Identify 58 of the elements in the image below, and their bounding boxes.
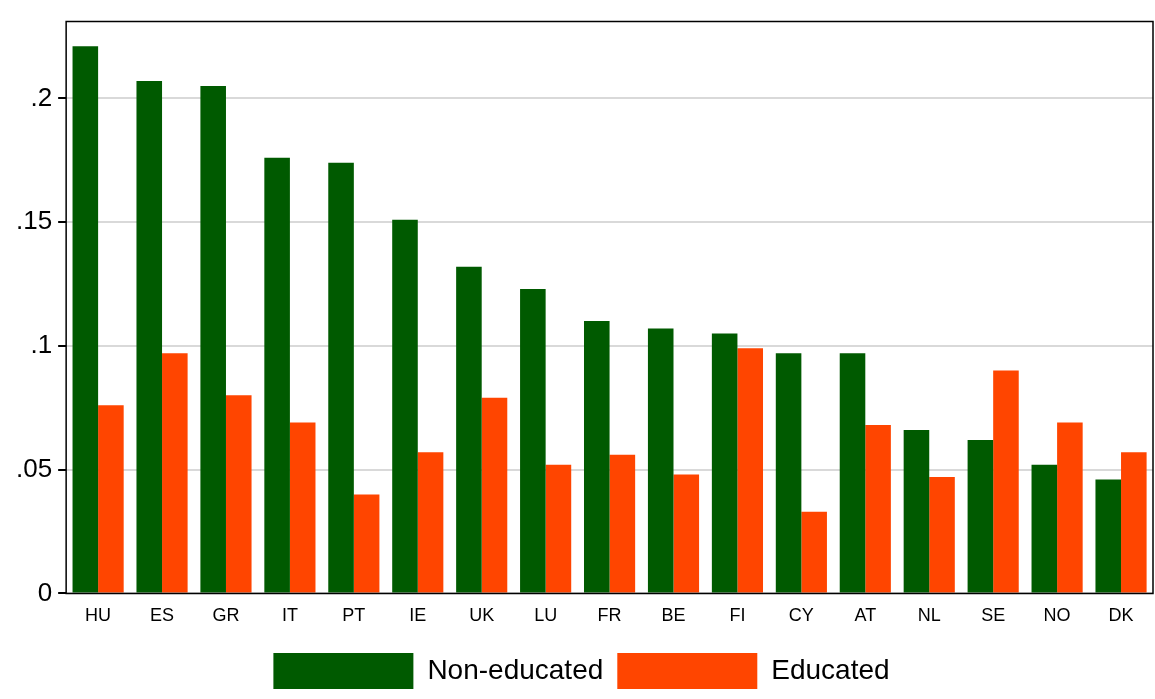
x-tick-label: GR bbox=[212, 605, 240, 626]
legend-label: Educated bbox=[771, 653, 890, 685]
bar bbox=[136, 81, 163, 593]
x-tick-label: LU bbox=[534, 605, 558, 626]
bar bbox=[456, 266, 482, 593]
bar bbox=[993, 370, 1019, 593]
x-tick-label: UK bbox=[469, 605, 495, 626]
bar bbox=[865, 425, 891, 593]
x-tick-label: FR bbox=[597, 605, 622, 626]
x-tick-label: SE bbox=[981, 605, 1006, 626]
bar bbox=[1121, 452, 1147, 593]
bar bbox=[417, 452, 444, 593]
bar bbox=[584, 321, 610, 593]
x-tick-label: PT bbox=[342, 605, 366, 626]
bar bbox=[647, 328, 674, 593]
bar bbox=[903, 430, 930, 593]
bar bbox=[1095, 479, 1122, 593]
y-tick-label: .15 bbox=[15, 205, 53, 236]
y-tick-label: .2 bbox=[30, 81, 53, 112]
x-tick-label: BE bbox=[661, 605, 686, 626]
x-tick-label: IT bbox=[281, 605, 298, 626]
bar bbox=[775, 353, 802, 593]
bar bbox=[673, 474, 700, 593]
x-tick-label: NO bbox=[1043, 605, 1071, 626]
bar bbox=[289, 422, 316, 593]
bar bbox=[1057, 422, 1083, 593]
x-tick-label: AT bbox=[854, 605, 877, 626]
bar bbox=[200, 85, 226, 593]
bar bbox=[967, 439, 994, 593]
x-tick-label: CY bbox=[788, 605, 814, 626]
bar bbox=[609, 454, 636, 593]
bar bbox=[72, 46, 99, 593]
bar bbox=[392, 219, 418, 593]
x-tick-label: FI bbox=[729, 605, 746, 626]
x-tick-label: HU bbox=[85, 605, 112, 626]
bar bbox=[264, 157, 290, 593]
x-tick-label: NL bbox=[917, 605, 941, 626]
bar bbox=[225, 395, 252, 593]
bar bbox=[1031, 464, 1058, 593]
x-tick-label: DK bbox=[1108, 605, 1134, 626]
y-tick-label: .05 bbox=[15, 452, 53, 483]
bar bbox=[737, 348, 764, 593]
bar bbox=[481, 397, 508, 593]
bar bbox=[328, 162, 354, 593]
y-tick-label: 0 bbox=[37, 576, 53, 607]
bar bbox=[801, 511, 827, 593]
bar bbox=[353, 494, 380, 593]
legend-label: Non-educated bbox=[427, 653, 604, 685]
bar bbox=[520, 288, 546, 593]
x-tick-label: IE bbox=[409, 605, 427, 626]
bar bbox=[545, 464, 572, 593]
bar bbox=[839, 353, 866, 593]
bar bbox=[929, 477, 955, 593]
bar bbox=[711, 333, 738, 593]
bar bbox=[98, 405, 124, 593]
bar bbox=[162, 353, 188, 593]
x-tick-label: ES bbox=[150, 605, 175, 626]
y-tick-label: .1 bbox=[30, 329, 53, 360]
